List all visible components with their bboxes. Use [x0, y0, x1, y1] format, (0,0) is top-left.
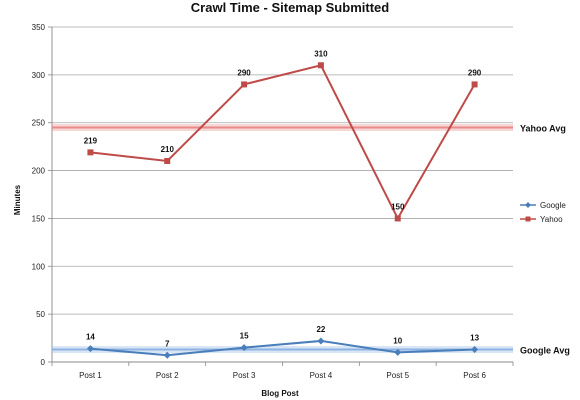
legend-yahoo-marker: [525, 216, 531, 222]
axes: [51, 27, 513, 363]
yahoo-series-line: [90, 64, 476, 221]
google-data-label-2: 7: [165, 339, 170, 348]
y-tick-label-250: 250: [32, 119, 46, 128]
y-tick-label-200: 200: [32, 167, 46, 176]
google-point-3: [240, 344, 248, 352]
yahoo-data-label-5: 150: [391, 202, 405, 211]
legend-yahoo-label: Yahoo: [540, 215, 563, 224]
google-point-5: [394, 348, 402, 356]
yahoo-point-5: [394, 215, 401, 222]
google-point-4: [317, 337, 325, 345]
x-tick-label-4: Post 4: [310, 371, 333, 380]
x-axis-label: Blog Post: [261, 389, 299, 398]
yahoo-avg-label: Yahoo Avg: [520, 124, 566, 134]
legend: Google Yahoo: [520, 201, 566, 224]
y-axis-label: Minutes: [13, 184, 22, 215]
legend-google-marker: [525, 202, 531, 208]
google-avg-label: Google Avg: [520, 346, 570, 356]
yahoo-data-label-2: 210: [161, 145, 175, 154]
x-tick-label-1: Post 1: [79, 371, 102, 380]
google-data-label-5: 10: [393, 336, 402, 345]
y-tick-label-100: 100: [32, 262, 46, 271]
yahoo-data-label-6: 290: [468, 68, 482, 77]
yahoo-point-2: [164, 158, 171, 164]
y-tick-label-50: 50: [36, 310, 45, 319]
google-point-6: [471, 346, 479, 354]
chart-title: Crawl Time - Sitemap Submitted: [191, 0, 389, 15]
yahoo-point-3: [241, 81, 248, 88]
yahoo-point-1: [87, 149, 94, 156]
y-axis-ticks: 0 50 100 150 200 250 300 350: [32, 23, 52, 367]
google-data-label-3: 15: [240, 332, 249, 341]
yahoo-point-4: [317, 62, 324, 69]
x-tick-label-3: Post 3: [233, 371, 256, 380]
yahoo-data-label-3: 290: [237, 68, 251, 77]
yahoo-data-label-4: 310: [314, 49, 328, 58]
x-tick-label-5: Post 5: [386, 371, 409, 380]
x-axis-ticks: Post 1 Post 2 Post 3 Post 4 Post 5 Post 6: [51, 362, 514, 380]
x-tick-label-2: Post 2: [156, 371, 179, 380]
y-tick-label-0: 0: [41, 358, 46, 367]
google-data-label-6: 13: [470, 334, 479, 343]
yahoo-data-label-1: 219: [84, 136, 98, 145]
google-data-label-4: 22: [316, 325, 325, 334]
average-lines: Yahoo Avg Google Avg: [52, 124, 570, 356]
google-point-2: [163, 351, 171, 359]
x-tick-label-6: Post 6: [463, 371, 486, 380]
google-data-label-1: 14: [86, 333, 95, 342]
yahoo-point-6: [471, 81, 478, 88]
google-point-1: [86, 345, 94, 353]
series-group: 14 7 15 22 10 13 219 210 290 310 150 290: [84, 49, 482, 359]
y-tick-label-150: 150: [32, 214, 46, 223]
y-tick-label-350: 350: [32, 23, 46, 32]
y-tick-label-300: 300: [32, 71, 46, 80]
legend-google-label: Google: [540, 201, 566, 210]
google-series-line: [90, 339, 475, 357]
